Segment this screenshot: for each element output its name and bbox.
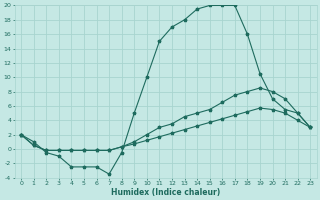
X-axis label: Humidex (Indice chaleur): Humidex (Indice chaleur): [111, 188, 220, 197]
